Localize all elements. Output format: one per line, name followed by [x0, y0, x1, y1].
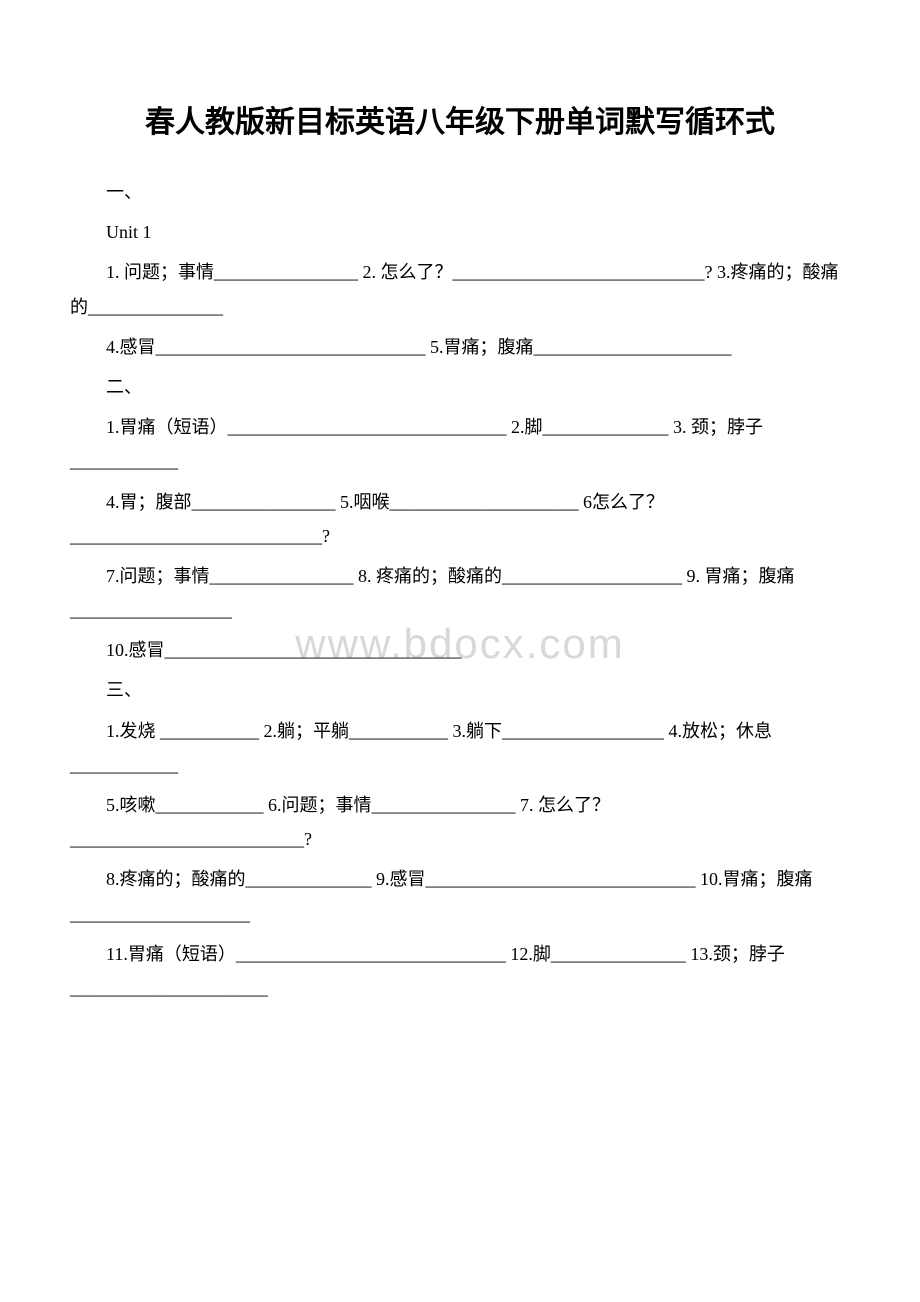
- unit-label: Unit 1: [70, 215, 850, 249]
- section-3-line-4: 11.胃痛（短语）______________________________ …: [70, 937, 850, 1005]
- section-1-line-2: 4.感冒______________________________ 5.胃痛；…: [70, 330, 850, 364]
- section-3-header: 三、: [70, 673, 850, 707]
- section-3-line-3: 8.疼痛的；酸痛的______________ 9.感冒____________…: [70, 862, 850, 930]
- content-body: 一、 Unit 1 1. 问题；事情________________ 2. 怎么…: [70, 175, 850, 1005]
- section-2-header: 二、: [70, 370, 850, 404]
- section-2-line-3: 7.问题；事情________________ 8. 疼痛的；酸痛的______…: [70, 559, 850, 627]
- section-2-line-4: 10.感冒_________________________________: [70, 633, 850, 667]
- section-2-line-1: 1.胃痛（短语）_______________________________ …: [70, 410, 850, 478]
- section-2-line-2: 4.胃；腹部________________ 5.咽喉_____________…: [70, 485, 850, 553]
- section-3-line-2: 5.咳嗽____________ 6.问题；事情________________…: [70, 788, 850, 856]
- section-1-line-1: 1. 问题；事情________________ 2. 怎么了？________…: [70, 255, 850, 323]
- section-1-header: 一、: [70, 175, 850, 209]
- section-3-line-1: 1.发烧 ___________ 2.躺；平躺___________ 3.躺下_…: [70, 714, 850, 782]
- document-content: 春人教版新目标英语八年级下册单词默写循环式 一、 Unit 1 1. 问题；事情…: [70, 100, 850, 1005]
- document-title: 春人教版新目标英语八年级下册单词默写循环式: [70, 100, 850, 145]
